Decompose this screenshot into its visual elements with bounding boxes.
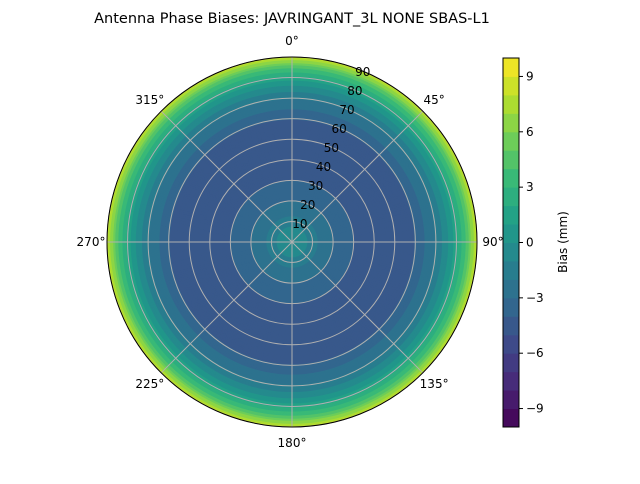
colorbar-band	[503, 150, 519, 170]
angle-tick-label: 180°	[278, 436, 307, 450]
polar-frame	[106, 56, 478, 428]
angle-tick-label: 135°	[420, 377, 449, 391]
radial-tick-label: 20	[300, 198, 315, 212]
colorbar-band	[503, 187, 519, 207]
radial-tick-label: 40	[316, 160, 331, 174]
colorbar-band	[503, 224, 519, 243]
colorbar-band	[503, 76, 519, 96]
colorbar-tick-label: 0	[526, 236, 534, 250]
colorbar-tick-label: 9	[526, 69, 534, 83]
colorbar-band	[503, 94, 519, 114]
colorbar-band	[503, 260, 519, 280]
colorbar-band	[503, 408, 519, 428]
polar-grid	[106, 56, 478, 428]
radial-tick-label: 90	[355, 65, 370, 79]
colorbar-tick-label: −3	[526, 291, 544, 305]
radial-tick-label: 30	[308, 179, 323, 193]
radial-tick-label: 70	[339, 103, 354, 117]
radial-tick-label: 10	[292, 217, 307, 231]
angular-gridline	[160, 110, 424, 374]
radial-tick-label: 60	[332, 122, 347, 136]
colorbar-band	[503, 353, 519, 373]
colorbar-band	[503, 390, 519, 410]
chart-title: Antenna Phase Biases: JAVRINGANT_3L NONE…	[94, 11, 490, 27]
colorbar-tick-label: −6	[526, 346, 544, 360]
colorbar-tick-label: 3	[526, 180, 534, 194]
colorbar-band	[503, 316, 519, 336]
colorbar-band	[503, 205, 519, 225]
colorbar-band	[503, 334, 519, 354]
angle-tick-label: 45°	[423, 93, 444, 107]
radial-tick-label: 80	[347, 84, 362, 98]
colorbar-band	[503, 279, 519, 299]
colorbar-band	[503, 131, 519, 151]
radial-tick-label: 50	[324, 141, 339, 155]
colorbar-band	[503, 58, 519, 77]
axis-labels: 0° 45° 90° 135° 180° 225° 270° 315° 10 20 30 40 50 60…	[77, 34, 504, 450]
colorbar-band	[503, 168, 519, 188]
colorbar-band	[503, 242, 519, 262]
angle-tick-label: 225°	[135, 377, 164, 391]
colorbar-tick-label: −9	[526, 402, 544, 416]
colorbar-tick-label: 6	[526, 125, 534, 139]
angle-tick-label: 90°	[482, 235, 503, 249]
angle-tick-label: 0°	[285, 34, 299, 48]
angle-tick-label: 315°	[135, 93, 164, 107]
colorbar-label: Bias (mm)	[556, 211, 570, 273]
colorbar-band	[503, 371, 519, 391]
angle-tick-label: 270°	[77, 235, 106, 249]
colorbar-band	[503, 113, 519, 133]
colorbar: −9 −6 −3 0 3 6 9	[502, 57, 544, 428]
colorbar-band	[503, 297, 519, 317]
